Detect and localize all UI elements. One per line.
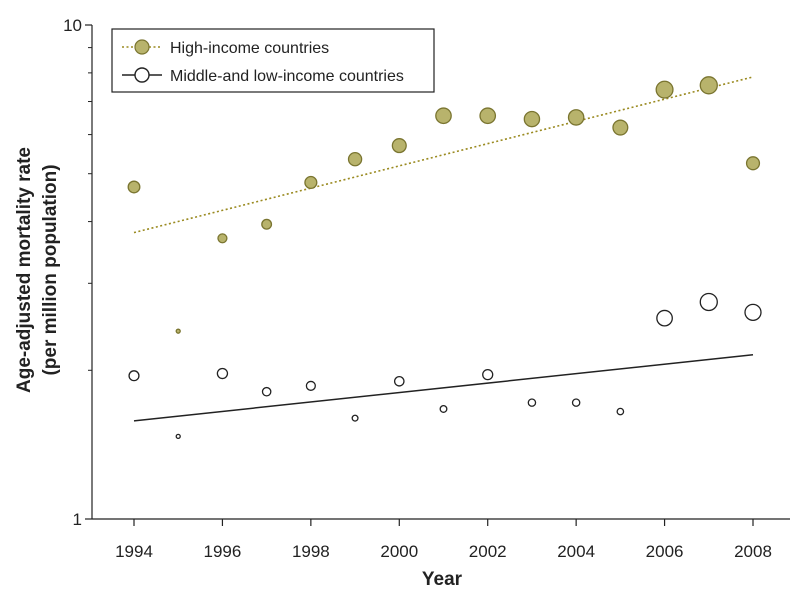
legend-box [111, 28, 435, 93]
x-tick-label: 2008 [734, 542, 772, 561]
middle-low-income-point [128, 370, 140, 382]
middle-low-income-point [175, 433, 181, 439]
high-income-point [612, 119, 629, 136]
x-tick-label: 2006 [646, 542, 684, 561]
middle-low-income-point [351, 414, 359, 422]
middle-low-income-point [439, 405, 448, 413]
high-income-point [435, 107, 452, 125]
data-points [127, 76, 762, 439]
high-income-point [347, 151, 363, 167]
x-axis-title: Year [422, 569, 463, 590]
middle-low-income-point [527, 398, 537, 407]
high-income-point [127, 180, 141, 194]
trend-lines [133, 76, 754, 422]
legend-high-income-label: High-income countries [170, 40, 329, 57]
middle-low-income-point [699, 292, 718, 312]
y-axis-title: Age-adjusted mortality rate (per million… [14, 147, 61, 393]
high-income-point [479, 107, 497, 125]
y-tick-label: 10 [63, 16, 82, 35]
trend-line-middle-low-income [133, 354, 754, 422]
high-income-point [217, 233, 228, 244]
middle-low-income-point [571, 398, 581, 407]
high-income-point [745, 156, 761, 171]
high-income-point [391, 138, 407, 154]
middle-low-income-point [482, 368, 494, 381]
middle-low-income-point [656, 309, 673, 327]
high-income-point [699, 76, 718, 95]
x-tick-label: 1998 [292, 542, 330, 561]
y-axis-title-line2: (per million population) [40, 164, 61, 375]
x-tick-label: 2004 [557, 542, 595, 561]
legend: High-income countries Middle-and low-inc… [111, 28, 435, 93]
middle-low-income-point [744, 303, 762, 322]
high-income-point [261, 218, 273, 230]
x-tick-label: 1994 [115, 542, 153, 561]
high-income-point [523, 110, 541, 128]
middle-low-income-point [216, 367, 229, 380]
middle-low-income-point [305, 380, 316, 391]
high-income-point [175, 328, 181, 334]
y-axis-title-line1: Age-adjusted mortality rate [14, 147, 35, 393]
middle-low-income-point [393, 375, 405, 387]
trend-line-high-income [133, 76, 754, 234]
x-tick-label: 2000 [380, 542, 418, 561]
high-income-point [655, 80, 674, 99]
legend-middle-low-marker [134, 67, 150, 83]
high-income-point [567, 109, 585, 126]
middle-low-income-point [616, 407, 625, 416]
axes [91, 25, 790, 520]
x-tick-label: 2002 [469, 542, 507, 561]
y-tick-label: 1 [73, 510, 82, 529]
high-income-point [304, 175, 318, 190]
middle-low-income-point [261, 386, 272, 397]
x-tick-label: 1996 [204, 542, 242, 561]
y-ticks: 1 10 [63, 16, 92, 529]
legend-middle-low-label: Middle-and low-income countries [170, 68, 404, 85]
x-ticks: 1994 1996 1998 2000 2002 2004 2006 2008 [115, 519, 772, 561]
legend-high-income-marker [134, 39, 150, 55]
